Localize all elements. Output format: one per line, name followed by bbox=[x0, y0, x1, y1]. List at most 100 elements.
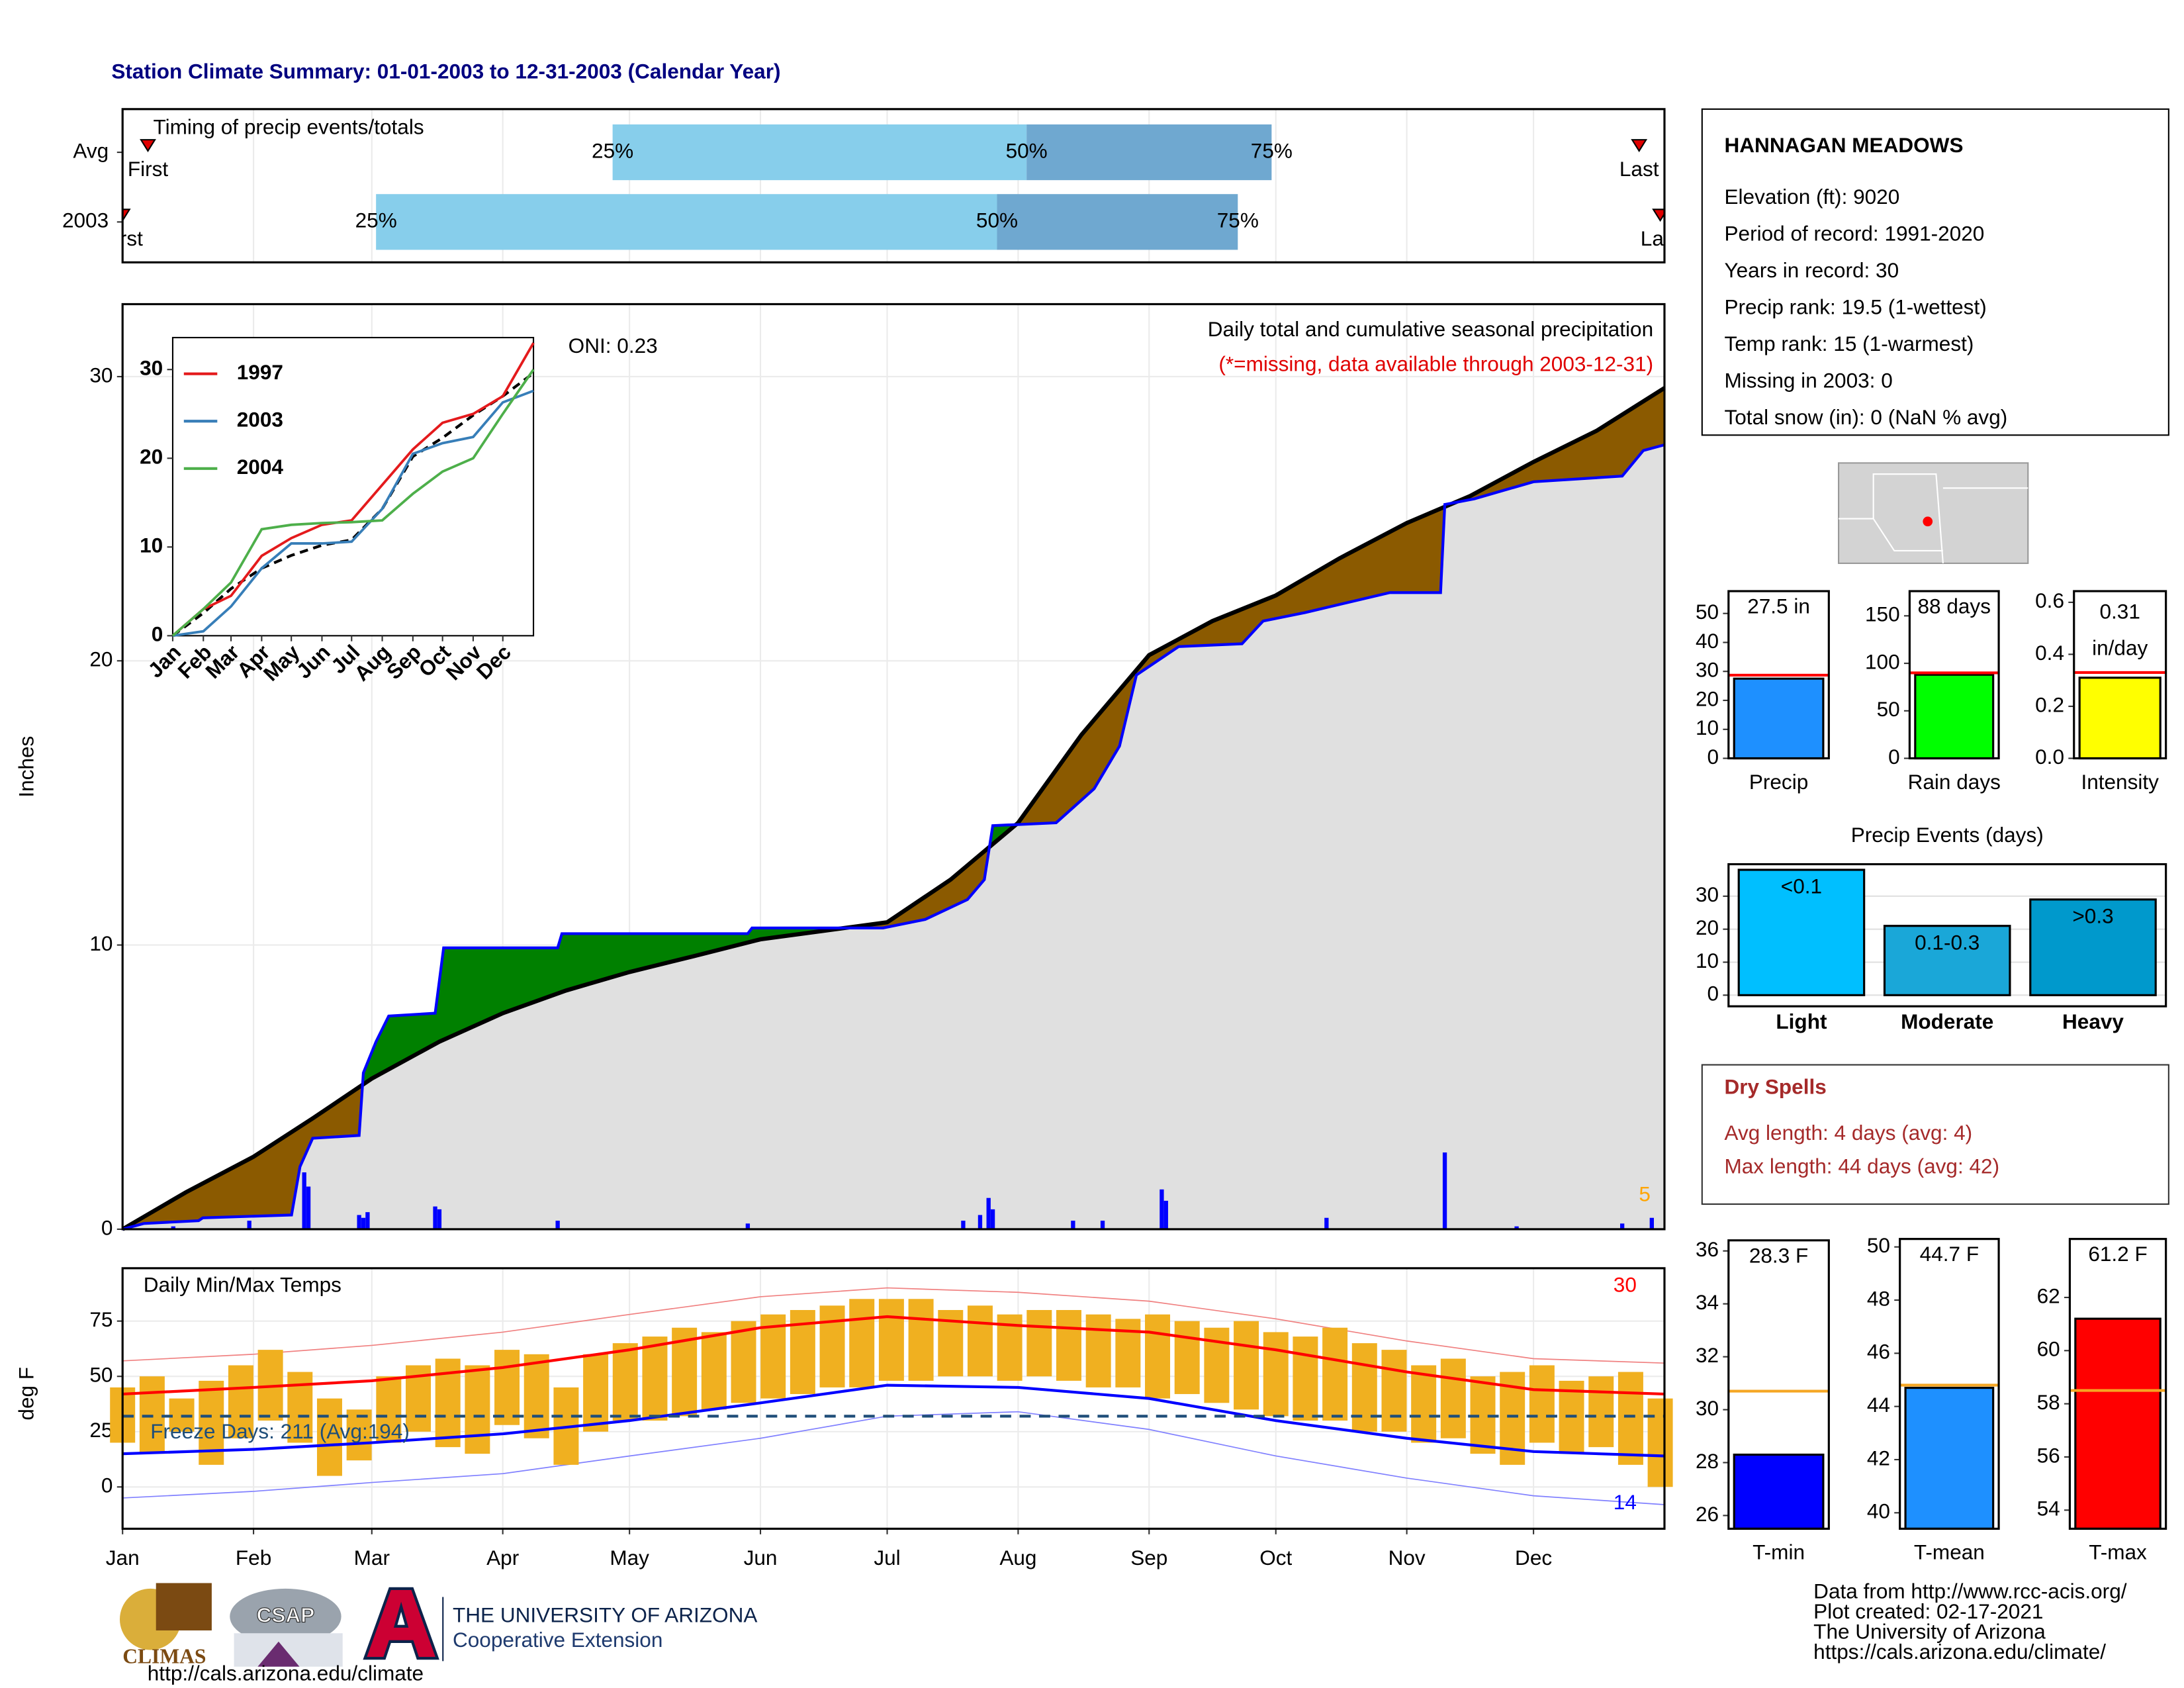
daily-temp-bar bbox=[1351, 1343, 1377, 1432]
daily-precip-bar bbox=[990, 1209, 995, 1229]
chart-title: Daily total and cumulative seasonal prec… bbox=[1208, 317, 1653, 341]
y-tick-label: 10 bbox=[140, 534, 163, 557]
daily-temp-bar bbox=[1263, 1332, 1289, 1417]
daily-temp-bar bbox=[1145, 1314, 1171, 1399]
row-label: 2003 bbox=[62, 209, 109, 232]
y-tick-label: 20 bbox=[140, 445, 163, 469]
temperature-frame bbox=[121, 1267, 1666, 1530]
daily-precip-bar bbox=[1324, 1217, 1329, 1229]
summary-bar bbox=[1733, 677, 1825, 760]
daily-temp-bar bbox=[523, 1354, 549, 1438]
y-tick-label: 50 bbox=[1877, 697, 1900, 721]
daily-precip-bar bbox=[357, 1215, 361, 1229]
timing-bar bbox=[612, 124, 1027, 181]
quantile-label: 50% bbox=[976, 209, 1018, 232]
cumulative-line bbox=[122, 443, 1665, 1231]
x-tick-label: Aug bbox=[999, 1546, 1036, 1570]
csap-mountain bbox=[257, 1641, 300, 1667]
y-tick-label: 20 bbox=[1696, 915, 1719, 939]
daily-temp-bar bbox=[967, 1305, 993, 1377]
quantile-label: 25% bbox=[592, 138, 633, 162]
x-tick-label: Sep bbox=[1130, 1546, 1167, 1570]
y-tick-label: 0.4 bbox=[2035, 641, 2064, 665]
summary-bar bbox=[2078, 677, 2161, 760]
station-info: Precip rank: 19.5 (1-wettest) bbox=[1724, 295, 1986, 319]
daily-precip-bar bbox=[365, 1212, 370, 1229]
daily-temp-bar bbox=[346, 1409, 372, 1461]
logos: CLIMAS CSAP http://cals.arizona.edu/clim… bbox=[119, 1583, 757, 1685]
y-tick-label: 30 bbox=[1696, 658, 1719, 682]
y-tick-label: 30 bbox=[1696, 882, 1719, 906]
daily-temp-bar bbox=[1588, 1376, 1614, 1448]
csap-logo-text: CSAP bbox=[257, 1603, 315, 1626]
summary-bar bbox=[1904, 1386, 1995, 1530]
daily-precip-bar bbox=[555, 1221, 560, 1229]
quantile-label: 25% bbox=[355, 209, 397, 232]
daily-precip-bar bbox=[745, 1223, 751, 1229]
y-tick-label: 10 bbox=[1696, 949, 1719, 972]
timing-frame bbox=[121, 108, 1666, 263]
y-tick-label: 48 bbox=[1867, 1286, 1890, 1310]
daily-temp-bar bbox=[642, 1336, 668, 1421]
x-tick-label: Dec bbox=[1515, 1546, 1552, 1570]
series-line bbox=[171, 342, 535, 637]
quantile-label: 75% bbox=[1251, 138, 1293, 162]
y-tick-label: 10 bbox=[1696, 716, 1719, 739]
x-tick-label: Jan bbox=[106, 1546, 140, 1570]
x-tick-label: Jul bbox=[874, 1546, 900, 1570]
x-tick-label: Jun bbox=[744, 1546, 778, 1570]
daily-temp-bar bbox=[1381, 1350, 1407, 1432]
record-line bbox=[122, 1287, 1665, 1364]
daily-temp-bar bbox=[878, 1299, 904, 1381]
category-label: Precip bbox=[1749, 770, 1808, 794]
value-label: 88 days bbox=[1917, 594, 1991, 618]
y-axis-label: Inches bbox=[14, 736, 38, 798]
y-tick-label: 0 bbox=[152, 622, 163, 646]
daily-temp-bar bbox=[1056, 1309, 1081, 1381]
summary-frame bbox=[1899, 1238, 2000, 1530]
y-tick-label: 0 bbox=[1888, 745, 1900, 769]
daily-precip-bar bbox=[302, 1172, 306, 1229]
value-label: 27.5 in bbox=[1747, 594, 1810, 618]
dry-spells-info: Max length: 44 days (avg: 42) bbox=[1724, 1154, 1999, 1178]
timing-marker bbox=[1631, 139, 1648, 152]
category-label: T-max bbox=[2089, 1540, 2147, 1564]
station-info: Missing in 2003: 0 bbox=[1724, 369, 1892, 393]
daily-precip-bar bbox=[961, 1221, 966, 1229]
daily-temp-bar bbox=[908, 1299, 934, 1381]
daily-max-label: 5 bbox=[1639, 1182, 1651, 1206]
y-tick-label: 42 bbox=[1867, 1446, 1890, 1470]
chart-label: Daily Min/Max Temps bbox=[144, 1273, 341, 1297]
value-label: 28.3 F bbox=[1749, 1243, 1808, 1267]
daily-temp-bar bbox=[1026, 1309, 1052, 1377]
daily-precip-bar bbox=[247, 1221, 251, 1229]
timing-bar bbox=[376, 194, 997, 250]
y-tick-label: 40 bbox=[1867, 1499, 1890, 1523]
timing-title: Timing of precip events/totals bbox=[154, 115, 424, 139]
daily-temp-bar bbox=[849, 1299, 875, 1387]
summary-frame bbox=[2073, 590, 2167, 760]
cumulative-line bbox=[121, 386, 1666, 1231]
legend-label: 2004 bbox=[237, 455, 284, 479]
legend-label: 1997 bbox=[237, 360, 283, 384]
station-box bbox=[1701, 108, 2169, 436]
x-tick-label: Heavy bbox=[2062, 1009, 2124, 1033]
dry-spells-info: Avg length: 4 days (avg: 4) bbox=[1724, 1121, 1972, 1145]
category-label: T-min bbox=[1752, 1540, 1805, 1564]
bar bbox=[2029, 898, 2157, 996]
y-tick-label: 0 bbox=[1707, 982, 1719, 1006]
count-annotation: 30 bbox=[1614, 1273, 1637, 1297]
category-label: Rain days bbox=[1908, 770, 2001, 794]
daily-temp-bar bbox=[1529, 1365, 1555, 1443]
station-info: Years in record: 30 bbox=[1724, 258, 1899, 282]
events-frame bbox=[1727, 863, 2167, 1008]
y-tick-label: 30 bbox=[89, 363, 113, 387]
credit-line: Plot created: 02-17-2021 bbox=[1813, 1599, 2043, 1623]
x-tick-label: Moderate bbox=[1901, 1009, 1993, 1033]
daily-precip-bar bbox=[1071, 1221, 1075, 1229]
credit-line: The University of Arizona bbox=[1813, 1620, 2046, 1644]
y-tick-label: 150 bbox=[1865, 602, 1900, 626]
bar bbox=[1737, 868, 1866, 996]
daily-temp-bar bbox=[1322, 1327, 1348, 1421]
